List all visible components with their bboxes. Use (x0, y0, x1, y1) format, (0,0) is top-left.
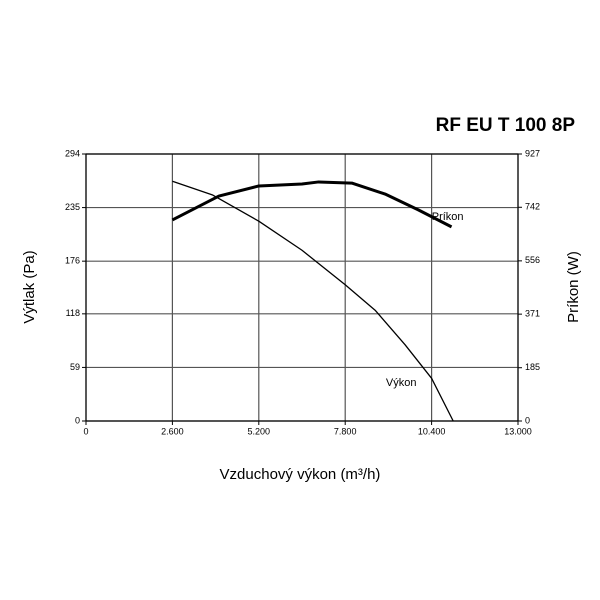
series-label: Výkon (386, 377, 417, 389)
y2-tick-label: 927 (525, 148, 540, 158)
y-tick-label: 59 (70, 362, 80, 372)
x-tick-label: 0 (83, 426, 88, 436)
series-label: Príkon (432, 211, 464, 223)
line-series (172, 180, 454, 422)
y-tick-label: 294 (65, 148, 80, 158)
plot-frame (85, 153, 519, 422)
line-series (171, 180, 453, 229)
y-tick-label: 176 (65, 256, 80, 266)
x-tick-label: 7.800 (334, 426, 357, 436)
y-tick-label: 118 (66, 308, 80, 318)
y2-tick-label: 556 (525, 255, 540, 265)
chart-title: RF EU T 100 8P (436, 115, 576, 136)
y-tick-label: 235 (65, 202, 80, 212)
y2-axis-label: Príkon (W) (565, 251, 582, 323)
x-tick-label: 10.400 (418, 426, 446, 436)
x-tick-label: 2.600 (161, 426, 184, 436)
y-tick-label: 0 (75, 415, 80, 425)
y2-tick-label: 185 (525, 362, 540, 372)
y2-tick-label: 742 (525, 202, 540, 212)
y-axis-label: Výtlak (Pa) (21, 250, 38, 323)
x-tick-label: 5.200 (248, 426, 271, 436)
x-tick-label: 13.000 (504, 426, 532, 436)
x-axis-label: Vzduchový výkon (m³/h) (220, 466, 381, 483)
y2-tick-label: 371 (525, 309, 540, 319)
y2-tick-label: 0 (525, 415, 530, 425)
